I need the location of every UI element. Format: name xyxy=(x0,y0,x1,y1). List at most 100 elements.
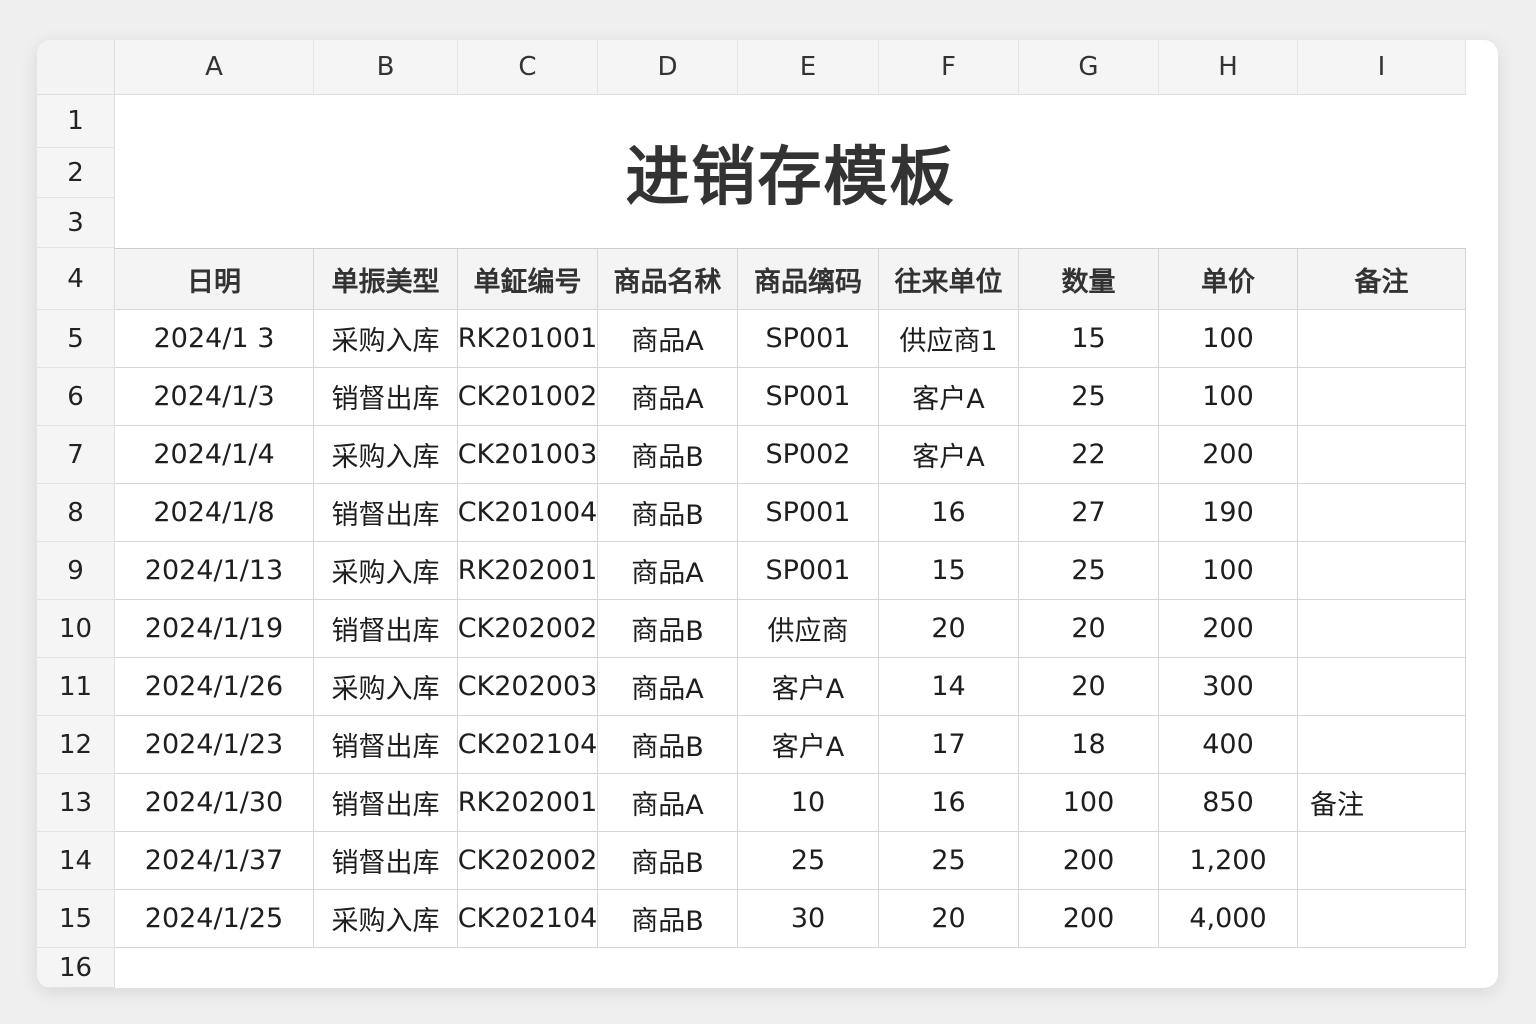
row-header-3[interactable]: 3 xyxy=(37,198,115,248)
table-cell[interactable]: 备注 xyxy=(1298,774,1466,832)
column-header-H[interactable]: H xyxy=(1159,40,1298,95)
table-cell[interactable]: 1,200 xyxy=(1159,832,1298,890)
table-cell[interactable]: 客户A xyxy=(738,716,879,774)
table-cell[interactable]: 2024/1/25 xyxy=(115,890,314,948)
select-all-corner[interactable] xyxy=(37,40,115,95)
table-cell[interactable]: 采购入库 xyxy=(314,310,458,368)
column-header-C[interactable]: C xyxy=(458,40,598,95)
table-cell[interactable]: 27 xyxy=(1019,484,1159,542)
column-header-I[interactable]: I xyxy=(1298,40,1466,95)
header-cell[interactable]: 往来单位 xyxy=(879,248,1019,310)
table-cell[interactable]: 200 xyxy=(1159,600,1298,658)
row-header-11[interactable]: 11 xyxy=(37,658,115,716)
table-cell[interactable]: 15 xyxy=(1019,310,1159,368)
table-cell[interactable]: RK202001 xyxy=(458,774,598,832)
table-cell[interactable]: SP001 xyxy=(738,368,879,426)
table-cell[interactable]: 2024/1/13 xyxy=(115,542,314,600)
row-header-8[interactable]: 8 xyxy=(37,484,115,542)
table-cell[interactable]: 850 xyxy=(1159,774,1298,832)
table-cell[interactable]: 2024/1/26 xyxy=(115,658,314,716)
header-cell[interactable]: 商品缡码 xyxy=(738,248,879,310)
table-cell[interactable]: 22 xyxy=(1019,426,1159,484)
table-cell[interactable]: CK201004 xyxy=(458,484,598,542)
table-cell[interactable]: 25 xyxy=(879,832,1019,890)
row-header-16[interactable]: 16 xyxy=(37,948,115,988)
row-header-4[interactable]: 4 xyxy=(37,248,115,310)
table-cell[interactable]: 100 xyxy=(1159,542,1298,600)
table-cell[interactable]: 14 xyxy=(879,658,1019,716)
column-header-G[interactable]: G xyxy=(1019,40,1159,95)
table-cell[interactable]: 20 xyxy=(879,600,1019,658)
table-cell[interactable]: 2024/1/30 xyxy=(115,774,314,832)
table-cell[interactable]: 客户A xyxy=(879,368,1019,426)
header-cell[interactable]: 商品名秫 xyxy=(598,248,738,310)
sheet-title[interactable]: 进销存模板 xyxy=(625,140,956,215)
table-cell[interactable]: SP001 xyxy=(738,310,879,368)
header-cell[interactable]: 日明 xyxy=(115,248,314,310)
table-cell[interactable]: 200 xyxy=(1019,890,1159,948)
table-cell[interactable]: 2024/1/8 xyxy=(115,484,314,542)
table-cell[interactable]: 供应商1 xyxy=(879,310,1019,368)
header-cell[interactable]: 备注 xyxy=(1298,248,1466,310)
column-header-A[interactable]: A xyxy=(115,40,314,95)
table-cell[interactable]: SP001 xyxy=(738,542,879,600)
table-cell[interactable] xyxy=(1298,600,1466,658)
table-cell[interactable]: 20 xyxy=(1019,658,1159,716)
table-cell[interactable]: 商品B xyxy=(598,716,738,774)
table-cell[interactable]: 销督出库 xyxy=(314,600,458,658)
table-cell[interactable] xyxy=(1298,484,1466,542)
table-cell[interactable]: 100 xyxy=(1159,310,1298,368)
table-cell[interactable]: RK202001 xyxy=(458,542,598,600)
header-cell[interactable]: 单鉦编号 xyxy=(458,248,598,310)
header-cell[interactable]: 单振美型 xyxy=(314,248,458,310)
table-cell[interactable]: 16 xyxy=(879,774,1019,832)
table-cell[interactable]: 商品A xyxy=(598,542,738,600)
table-cell[interactable]: 30 xyxy=(738,890,879,948)
table-cell[interactable]: CK201002 xyxy=(458,368,598,426)
table-cell[interactable] xyxy=(1298,310,1466,368)
table-cell[interactable]: SP001 xyxy=(738,484,879,542)
table-cell[interactable]: 2024/1/19 xyxy=(115,600,314,658)
table-cell[interactable]: 25 xyxy=(738,832,879,890)
table-cell[interactable]: 销督出库 xyxy=(314,716,458,774)
column-header-F[interactable]: F xyxy=(879,40,1019,95)
row-header-2[interactable]: 2 xyxy=(37,148,115,198)
column-header-B[interactable]: B xyxy=(314,40,458,95)
table-cell[interactable]: 商品A xyxy=(598,658,738,716)
table-cell[interactable]: 2024/1/3 xyxy=(115,368,314,426)
table-cell[interactable]: 190 xyxy=(1159,484,1298,542)
table-cell[interactable]: RK201001 xyxy=(458,310,598,368)
table-cell[interactable]: 18 xyxy=(1019,716,1159,774)
table-cell[interactable]: 200 xyxy=(1019,832,1159,890)
table-cell[interactable]: 商品A xyxy=(598,774,738,832)
table-cell[interactable]: 采购入库 xyxy=(314,426,458,484)
table-cell[interactable]: 100 xyxy=(1019,774,1159,832)
table-cell[interactable]: 20 xyxy=(1019,600,1159,658)
row-header-9[interactable]: 9 xyxy=(37,542,115,600)
table-cell[interactable]: 客户A xyxy=(879,426,1019,484)
table-cell[interactable]: SP002 xyxy=(738,426,879,484)
table-cell[interactable]: 100 xyxy=(1159,368,1298,426)
table-cell[interactable]: CK202104 xyxy=(458,890,598,948)
row-header-7[interactable]: 7 xyxy=(37,426,115,484)
table-cell[interactable]: 销督出库 xyxy=(314,832,458,890)
column-header-E[interactable]: E xyxy=(738,40,879,95)
table-cell[interactable]: 2024/1/37 xyxy=(115,832,314,890)
table-cell[interactable] xyxy=(1298,542,1466,600)
table-cell[interactable]: 采购入库 xyxy=(314,542,458,600)
table-cell[interactable]: 16 xyxy=(879,484,1019,542)
table-cell[interactable]: 采购入库 xyxy=(314,658,458,716)
row-header-6[interactable]: 6 xyxy=(37,368,115,426)
header-cell[interactable]: 数量 xyxy=(1019,248,1159,310)
table-cell[interactable]: CK202002 xyxy=(458,600,598,658)
column-header-D[interactable]: D xyxy=(598,40,738,95)
table-cell[interactable]: 400 xyxy=(1159,716,1298,774)
table-cell[interactable]: 销督出库 xyxy=(314,774,458,832)
table-cell[interactable]: 客户A xyxy=(738,658,879,716)
table-cell[interactable]: 商品B xyxy=(598,426,738,484)
table-cell[interactable]: 4,000 xyxy=(1159,890,1298,948)
table-cell[interactable]: 供应商 xyxy=(738,600,879,658)
table-cell[interactable]: 10 xyxy=(738,774,879,832)
table-cell[interactable] xyxy=(1298,368,1466,426)
table-cell[interactable]: CK202104 xyxy=(458,716,598,774)
